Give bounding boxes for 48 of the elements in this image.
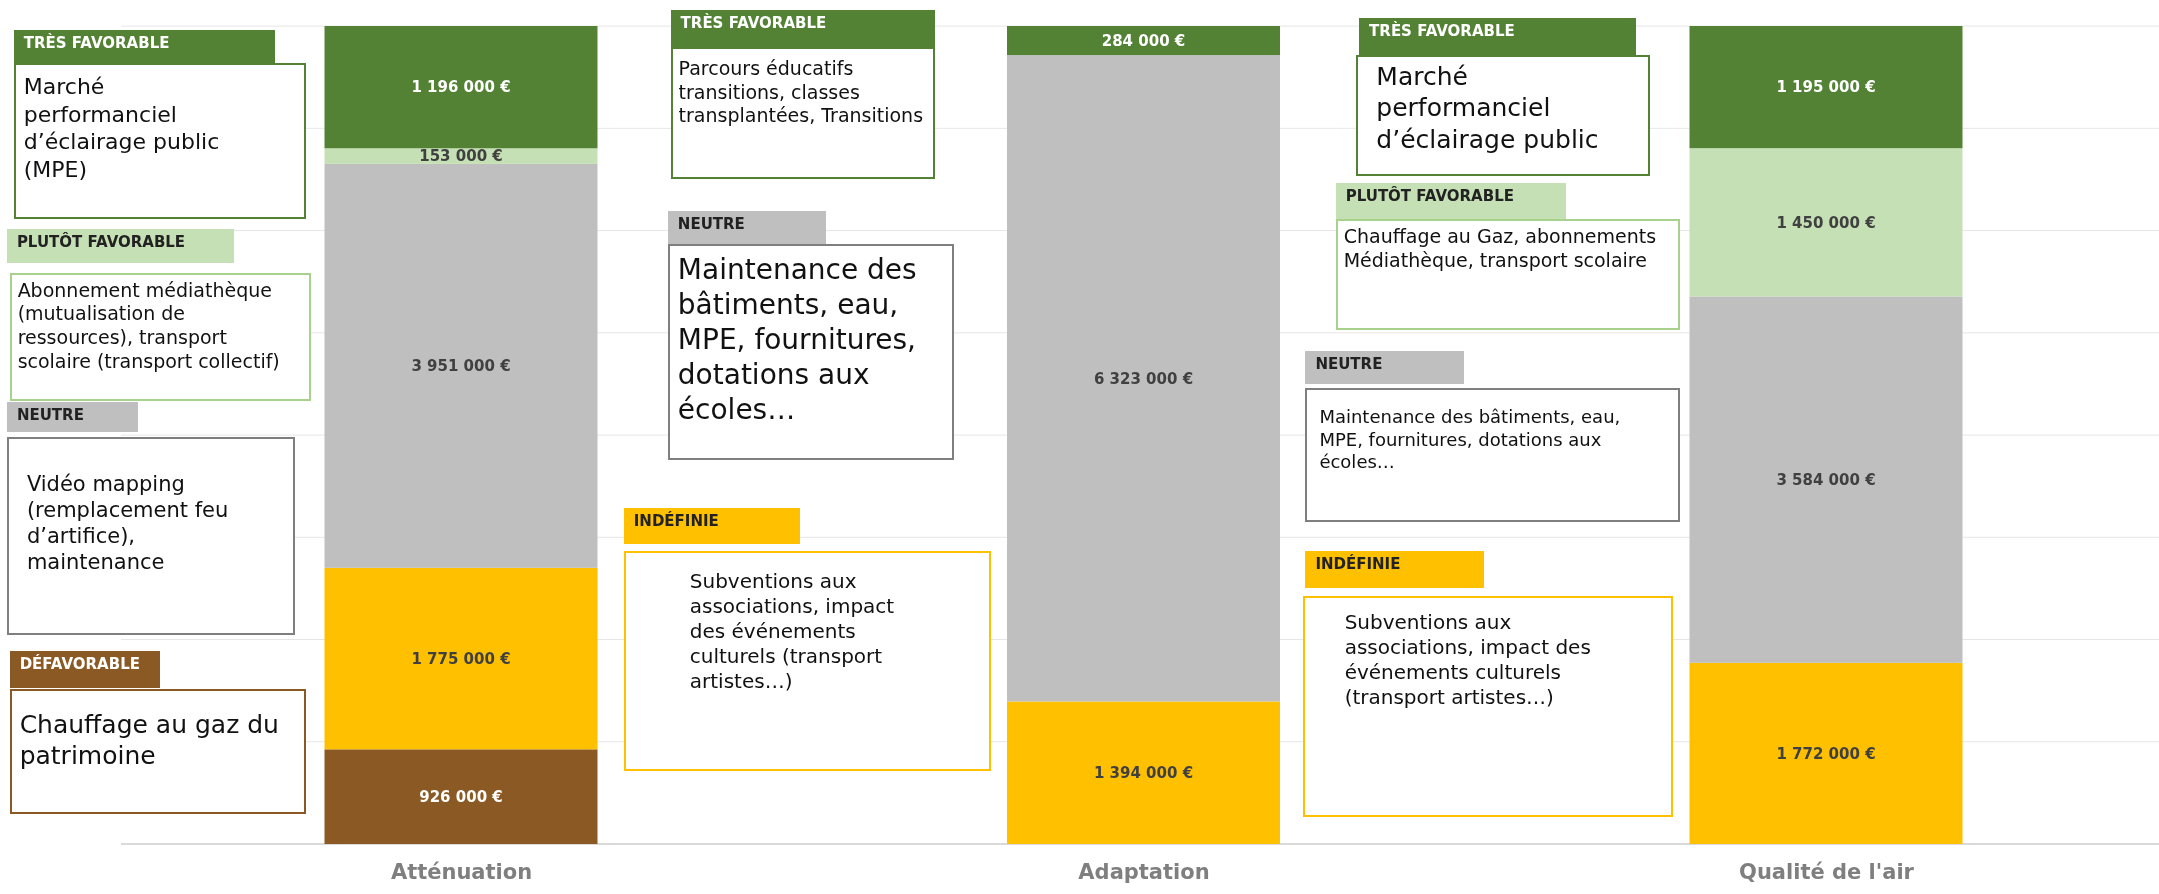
x-tick-label: Adaptation: [1078, 860, 1210, 884]
label-tag: PLUTÔT FAVORABLE: [6, 228, 235, 263]
note-box: Maintenance des bâtiments, eau, MPE, fournitures, dotations aux écoles…: [667, 243, 955, 460]
label-tag: INDÉFINIE: [1305, 550, 1485, 588]
data-label: 1 195 000 €: [1776, 78, 1876, 97]
bar: [1007, 701, 1280, 844]
data-label: 926 000 €: [419, 787, 503, 806]
x-tick-label: Qualité de l'air: [1739, 860, 1915, 884]
bar: [1689, 296, 1963, 663]
bar: [324, 567, 598, 750]
bar: [324, 163, 598, 568]
bar: [324, 26, 598, 149]
note-box: Chauffage au Gaz, abonnements Médiathèque, transport scolaire: [1335, 218, 1680, 331]
note-box: Chauffage au gaz du patrimoine: [9, 688, 306, 814]
data-label: 1 775 000 €: [411, 649, 511, 668]
data-label: 1 772 000 €: [1776, 744, 1876, 763]
data-label: 3 951 000 €: [411, 357, 511, 376]
bar: [1007, 55, 1280, 702]
label-tag: DÉFAVORABLE: [9, 651, 160, 689]
bar: [1689, 26, 1963, 149]
bar: [1689, 662, 1963, 844]
bar: [1007, 26, 1280, 56]
note-box: Vidéo mapping (remplacement feu d’artifice), maintenance: [6, 436, 295, 635]
label-tag: TRÈS FAVORABLE: [13, 30, 276, 64]
data-label: 3 584 000 €: [1776, 470, 1876, 489]
data-label: 1 196 000 €: [411, 78, 511, 97]
label-tag: INDÉFINIE: [623, 508, 800, 544]
data-label: 1 450 000 €: [1776, 213, 1876, 232]
data-label: 1 394 000 €: [1093, 763, 1194, 782]
data-label: 284 000 €: [1101, 31, 1186, 50]
label-tag: NEUTRE: [6, 402, 138, 433]
note-box: Subventions aux associations, impact des événements culturels (transport artistes…): [623, 550, 992, 772]
note-box: Abonnement médiathèque (mutualisation de ressources), transport scolaire (transport collectif): [9, 272, 312, 401]
label-tag: PLUTÔT FAVORABLE: [1335, 183, 1566, 219]
x-tick-label: Atténuation: [390, 860, 533, 884]
label-tag: NEUTRE: [667, 210, 827, 244]
note-box: Subventions aux associations, impact des événements culturels (transport artistes…): [1302, 596, 1674, 817]
label-tag: NEUTRE: [1305, 351, 1464, 385]
note-box: Maintenance des bâtiments, eau, MPE, fournitures, dotations aux écoles…: [1305, 388, 1680, 522]
data-label: 6 323 000 €: [1093, 369, 1194, 388]
label-tag: TRÈS FAVORABLE: [1359, 17, 1636, 56]
bar: [1689, 148, 1963, 297]
data-label: 153 000 €: [419, 147, 503, 166]
label-tag: TRÈS FAVORABLE: [670, 9, 935, 47]
bar: [324, 749, 598, 844]
note-box: Parcours éducatifs transitions, classes transplantées, Transitions: [670, 46, 935, 179]
note-box: Marché performanciel d’éclairage public (MPE): [13, 63, 306, 219]
note-box: Marché performanciel d’éclairage public: [1356, 55, 1650, 177]
